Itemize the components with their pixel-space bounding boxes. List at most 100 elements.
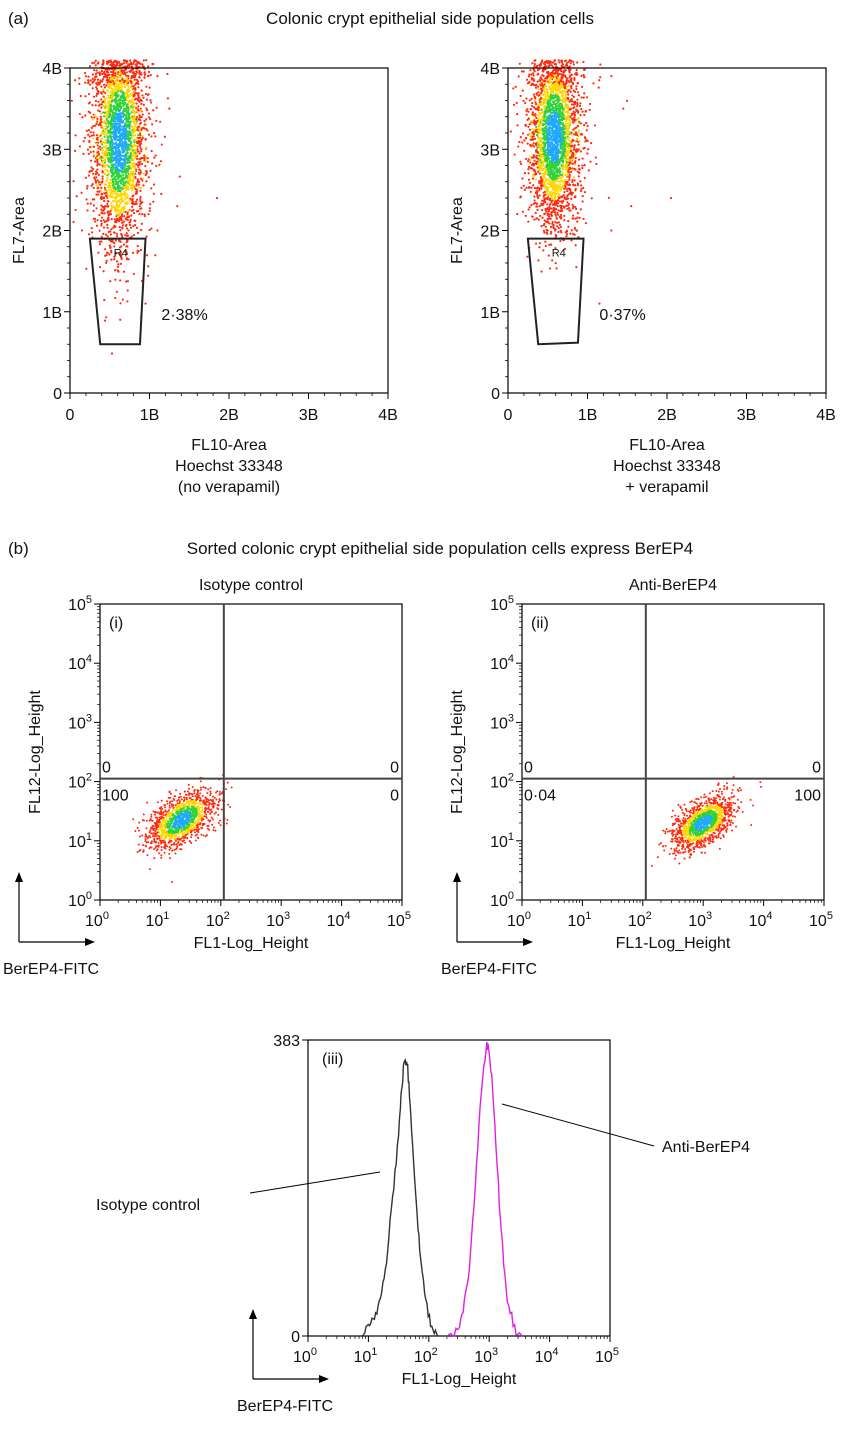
data-point [565, 187, 568, 191]
data-point [125, 241, 128, 244]
data-point [125, 124, 129, 127]
data-point [527, 75, 531, 78]
data-point [118, 128, 121, 131]
data-point [117, 176, 120, 179]
data-point [540, 183, 543, 187]
data-point [144, 137, 147, 140]
data-point [150, 187, 153, 190]
data-point [572, 60, 575, 63]
data-point [94, 170, 98, 173]
data-point [95, 207, 98, 210]
data-point [151, 162, 154, 165]
data-point [145, 98, 149, 101]
data-point [75, 195, 78, 198]
data-point [96, 171, 99, 175]
data-point [576, 212, 579, 215]
data-point [529, 166, 532, 170]
y-tick-label: 2B [42, 224, 62, 241]
data-point [111, 184, 115, 187]
data-point [132, 176, 135, 179]
data-point [147, 65, 150, 68]
data-point [97, 92, 100, 95]
data-point [572, 95, 576, 99]
data-point [557, 180, 560, 183]
data-point [120, 215, 123, 219]
data-point [119, 121, 122, 124]
data-point [109, 233, 113, 236]
gate-r4 [88, 237, 147, 346]
data-point [130, 188, 134, 192]
data-point [139, 202, 142, 205]
data-point [140, 222, 143, 225]
data-point [120, 115, 123, 118]
data-point [540, 270, 543, 273]
data-point [553, 154, 556, 158]
data-point [132, 211, 136, 215]
data-point [113, 224, 116, 227]
data-point [136, 244, 139, 248]
data-point [568, 70, 571, 73]
data-point [544, 170, 548, 173]
data-point [103, 319, 107, 322]
data-point [557, 226, 560, 230]
data-point [562, 123, 565, 127]
data-point [90, 126, 93, 129]
data-point [97, 193, 100, 196]
data-point [142, 103, 145, 106]
data-point [563, 206, 566, 209]
data-point [104, 102, 107, 105]
data-point [538, 172, 541, 175]
data-point [87, 174, 90, 177]
data-point [542, 249, 545, 252]
gate-percent: 2·38% [161, 307, 207, 324]
data-point [105, 97, 108, 100]
data-point [557, 59, 560, 62]
data-point [567, 93, 570, 96]
data-point [131, 102, 134, 105]
data-point [115, 252, 118, 255]
data-point [137, 109, 140, 112]
data-point [538, 63, 541, 67]
data-point [84, 95, 87, 98]
data-point [125, 170, 128, 173]
data-point [149, 101, 153, 104]
data-point [125, 250, 128, 254]
data-point [530, 76, 533, 80]
data-point [112, 68, 115, 72]
data-point [532, 132, 536, 136]
data-point [563, 190, 566, 194]
data-point [580, 187, 583, 190]
data-point [555, 217, 559, 220]
data-point [102, 105, 105, 108]
data-point [517, 75, 520, 78]
data-point [131, 183, 134, 186]
data-point [556, 184, 559, 187]
data-point [143, 154, 146, 157]
data-point [533, 65, 536, 68]
data-point [550, 243, 553, 246]
data-point [136, 148, 139, 151]
data-point [139, 195, 142, 198]
data-point [112, 135, 115, 138]
data-point [136, 82, 139, 85]
data-point [126, 159, 129, 162]
data-point [89, 170, 92, 173]
data-point [576, 220, 579, 223]
data-point [556, 102, 559, 105]
data-point [106, 177, 109, 180]
data-point [581, 194, 584, 198]
data-point [138, 114, 141, 117]
data-point [588, 108, 591, 111]
data-point [127, 121, 131, 124]
data-point [527, 208, 530, 211]
y-tick-label: 3B [42, 142, 62, 159]
data-point [102, 157, 105, 160]
data-point [132, 91, 135, 95]
data-point [139, 98, 142, 101]
data-point [544, 104, 547, 107]
data-point [107, 230, 110, 234]
data-point [106, 113, 109, 116]
data-point [93, 114, 96, 117]
data-point [121, 213, 124, 216]
data-point [534, 84, 537, 87]
